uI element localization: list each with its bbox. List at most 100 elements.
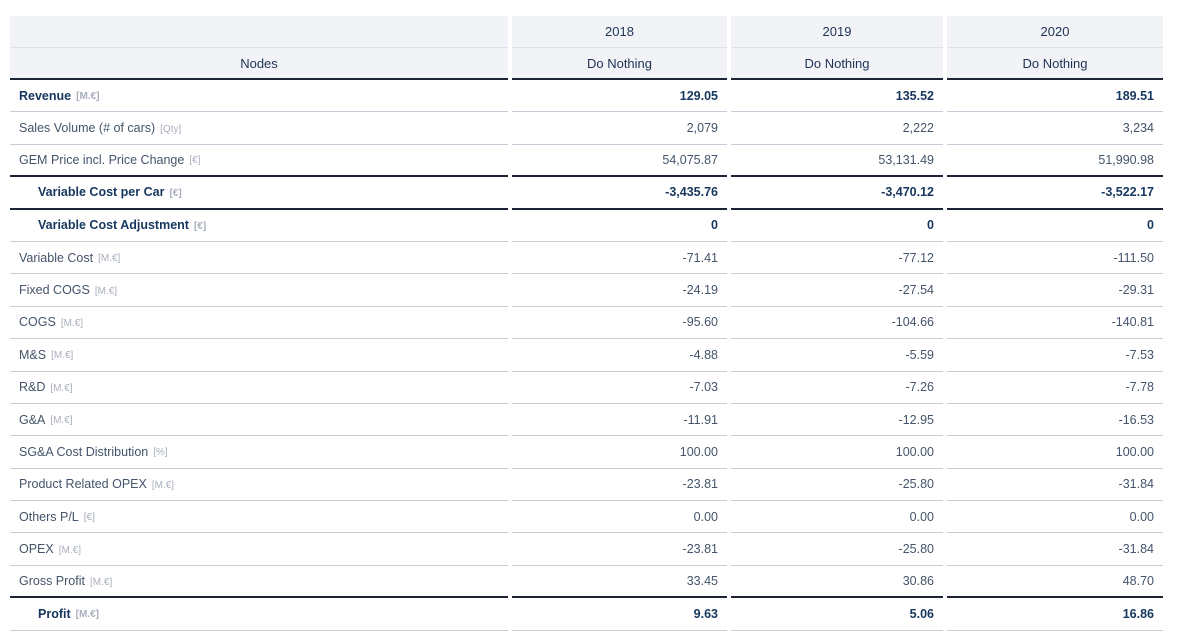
table-header-row-scenarios: Nodes Do Nothing Do Nothing Do Nothing xyxy=(10,48,1180,80)
row-unit: [M.€] xyxy=(50,415,73,427)
value-cell-2018: 9.63 xyxy=(512,598,727,631)
value-cell-2019: 100.00 xyxy=(731,436,943,469)
nodes-header-cell: Nodes xyxy=(10,48,508,80)
value-cell-2019: 2,222 xyxy=(731,112,943,145)
row-label: Others P/L xyxy=(19,509,79,524)
row-label-cell: Revenue [M.€] xyxy=(10,80,508,113)
value-cell-2019: -3,470.12 xyxy=(731,177,943,210)
row-label: R&D xyxy=(19,380,46,395)
row-label: OPEX xyxy=(19,542,54,557)
value-cell-2020: -7.78 xyxy=(947,371,1163,404)
value-cell-2018: -95.60 xyxy=(512,306,727,340)
table-row: Sales Volume (# of cars) [Qty] 2,079 2,222 3… xyxy=(10,112,1180,145)
value-cell-2020: 0.00 xyxy=(947,501,1163,534)
table-row: Variable Cost per Car [€] -3,435.76 -3,470.… xyxy=(10,177,1180,210)
value-cell-2020: -31.84 xyxy=(947,533,1163,566)
value-cell-2020: -31.84 xyxy=(947,468,1163,502)
year-header-2019: 2019 xyxy=(731,16,943,48)
row-unit: [M.€] xyxy=(58,544,81,556)
table-row: Gross Profit [M.€] 33.45 30.86 48.70 xyxy=(10,565,1180,599)
row-label: Variable Cost xyxy=(19,250,94,265)
value-cell-2019: -25.80 xyxy=(731,533,943,566)
row-unit: [M.€] xyxy=(151,479,175,491)
value-cell-2018: 0.00 xyxy=(512,501,727,534)
row-label-cell: M&S [M.€] xyxy=(10,339,508,372)
value-cell-2019: 0.00 xyxy=(731,501,943,534)
row-unit: [€] xyxy=(189,155,201,167)
row-label: Variable Cost Adjustment xyxy=(38,218,189,233)
row-unit: [%] xyxy=(153,447,168,459)
value-cell-2019: 53,131.49 xyxy=(731,144,943,178)
value-cell-2020: 189.51 xyxy=(947,80,1163,113)
row-label-cell: SG&A Cost Distribution [%] xyxy=(10,436,508,469)
scenario-header-2018: Do Nothing xyxy=(512,48,727,80)
table-row: Variable Cost Adjustment [€] 0 0 0 xyxy=(10,209,1180,242)
value-cell-2019: 135.52 xyxy=(731,80,943,113)
row-label: SG&A Cost Distribution xyxy=(19,444,149,459)
row-label: COGS xyxy=(19,315,56,330)
table-header-row-years: 2018 2019 2020 xyxy=(10,16,1180,48)
table-body: Revenue [M.€] 129.05 135.52 189.51 Sales Volu… xyxy=(10,80,1180,631)
table-row: M&S [M.€] -4.88 -5.59 -7.53 xyxy=(10,339,1180,372)
row-label-cell: Variable Cost Adjustment [€] xyxy=(10,209,508,242)
value-cell-2020: 100.00 xyxy=(947,436,1163,469)
row-label: Product Related OPEX xyxy=(19,477,147,492)
value-cell-2019: 30.86 xyxy=(731,565,943,599)
row-label: Profit xyxy=(38,606,71,621)
value-cell-2018: -24.19 xyxy=(512,274,727,307)
row-unit: [M.€] xyxy=(50,382,73,394)
value-cell-2018: 100.00 xyxy=(512,436,727,469)
row-label-cell: G&A [M.€] xyxy=(10,403,508,437)
value-cell-2020: -140.81 xyxy=(947,306,1163,340)
table-row: COGS [M.€] -95.60 -104.66 -140.81 xyxy=(10,306,1180,340)
value-cell-2020: -16.53 xyxy=(947,403,1163,437)
table-row: OPEX [M.€] -23.81 -25.80 -31.84 xyxy=(10,533,1180,566)
table-row: Fixed COGS [M.€] -24.19 -27.54 -29.31 xyxy=(10,274,1180,307)
row-unit: [M.€] xyxy=(90,576,113,588)
row-label-cell: Sales Volume (# of cars) [Qty] xyxy=(10,112,508,145)
row-label-cell: GEM Price incl. Price Change [€] xyxy=(10,144,508,178)
table-row: Revenue [M.€] 129.05 135.52 189.51 xyxy=(10,80,1180,113)
value-cell-2018: -11.91 xyxy=(512,403,727,437)
value-cell-2019: -27.54 xyxy=(731,274,943,307)
value-cell-2020: 16.86 xyxy=(947,598,1163,631)
header-empty-cell xyxy=(10,16,508,48)
value-cell-2020: -29.31 xyxy=(947,274,1163,307)
row-unit: [€] xyxy=(193,220,207,232)
value-cell-2018: -23.81 xyxy=(512,468,727,502)
value-cell-2019: -7.26 xyxy=(731,371,943,404)
table-row: SG&A Cost Distribution [%] 100.00 100.00 100… xyxy=(10,436,1180,469)
row-unit: [M.€] xyxy=(76,91,100,103)
value-cell-2020: 0 xyxy=(947,209,1163,242)
row-unit: [M.€] xyxy=(51,350,74,362)
value-cell-2018: -71.41 xyxy=(512,241,727,275)
value-cell-2018: 129.05 xyxy=(512,80,727,113)
row-label-cell: Product Related OPEX [M.€] xyxy=(10,468,508,502)
value-cell-2020: -3,522.17 xyxy=(947,177,1163,210)
row-unit: [M.€] xyxy=(60,317,84,329)
row-unit: [€] xyxy=(83,512,95,524)
value-cell-2018: 2,079 xyxy=(512,112,727,145)
value-cell-2019: -104.66 xyxy=(731,306,943,340)
row-unit: [M.€] xyxy=(98,253,121,265)
row-label: G&A xyxy=(19,412,46,427)
value-cell-2018: -4.88 xyxy=(512,339,727,372)
value-cell-2020: -111.50 xyxy=(947,241,1163,275)
row-label: Fixed COGS xyxy=(19,283,90,298)
value-cell-2018: 54,075.87 xyxy=(512,144,727,178)
table-row: R&D [M.€] -7.03 -7.26 -7.78 xyxy=(10,371,1180,404)
row-label-cell: OPEX [M.€] xyxy=(10,533,508,566)
value-cell-2018: -3,435.76 xyxy=(512,177,727,210)
row-unit: [€] xyxy=(169,187,182,199)
value-cell-2019: -77.12 xyxy=(731,241,943,275)
table-row: Others P/L [€] 0.00 0.00 0.00 xyxy=(10,501,1180,534)
row-label: GEM Price incl. Price Change xyxy=(19,152,185,167)
table-row: GEM Price incl. Price Change [€] 54,075.87… xyxy=(10,144,1180,178)
row-label-cell: COGS [M.€] xyxy=(10,306,508,340)
table-row: Variable Cost [M.€] -71.41 -77.12 -111.50 xyxy=(10,241,1180,275)
value-cell-2020: 3,234 xyxy=(947,112,1163,145)
row-label-cell: Gross Profit [M.€] xyxy=(10,565,508,599)
row-label-cell: Fixed COGS [M.€] xyxy=(10,274,508,307)
value-cell-2019: 0 xyxy=(731,209,943,242)
value-cell-2018: 0 xyxy=(512,209,727,242)
